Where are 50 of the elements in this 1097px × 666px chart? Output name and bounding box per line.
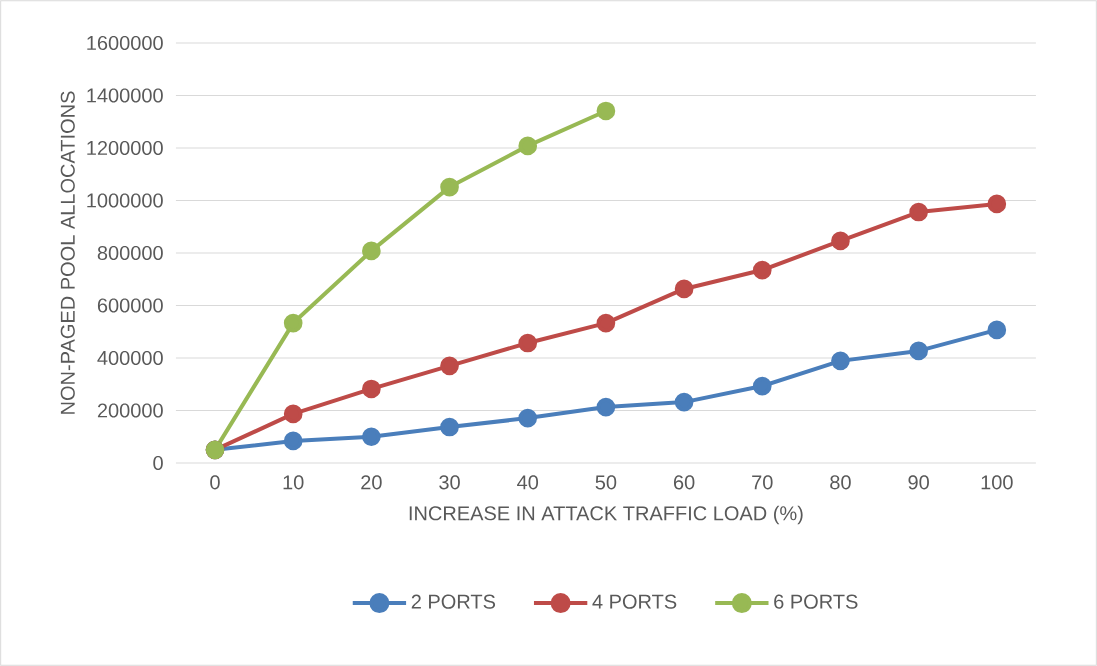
x-tick-label: 50 (595, 475, 617, 490)
y-axis-title: NON-PAGED POOL ALLOCATIONS (60, 91, 75, 414)
point (674, 392, 694, 412)
legend-label: 4 PORTS (592, 594, 677, 609)
x-tick-label: 70 (752, 475, 773, 490)
x-tick-label: 90 (908, 475, 929, 490)
y-tick-label: 1200000 (87, 140, 163, 156)
y-tick-label: 1000000 (87, 193, 163, 208)
point (362, 427, 381, 447)
point (596, 313, 616, 333)
point (909, 341, 928, 361)
point (362, 241, 381, 261)
x-tick-label: 20 (361, 475, 382, 490)
point (596, 397, 616, 417)
point (283, 431, 303, 451)
point (362, 379, 381, 399)
point (831, 231, 850, 251)
point (752, 260, 772, 280)
point (440, 177, 459, 197)
point (987, 194, 1007, 214)
point (283, 313, 303, 333)
legend-label: 6 PORTS (774, 594, 858, 609)
point (909, 202, 928, 222)
x-tick-label: 40 (517, 475, 539, 490)
y-tick-label: 800000 (97, 245, 163, 261)
point (440, 356, 459, 376)
point (987, 320, 1007, 340)
x-tick-label: 10 (283, 475, 304, 490)
y-tick-label: 200000 (97, 403, 163, 418)
point (752, 376, 772, 396)
x-axis-title: INCREASE IN ATTACK TRAFFIC LOAD (%) (409, 505, 803, 525)
y-tick-label: 400000 (97, 350, 163, 366)
x-tick-label: 0 (210, 475, 220, 490)
point (596, 101, 616, 121)
point (674, 279, 694, 299)
x-tick-label: 30 (439, 475, 460, 490)
y-tick-label: 1400000 (87, 88, 163, 103)
x-tick-label: 100 (981, 475, 1013, 490)
point (518, 333, 538, 353)
point (518, 408, 538, 428)
point (440, 417, 459, 437)
x-tick-label: 60 (673, 475, 695, 490)
legend-label: 2 PORTS (411, 594, 496, 609)
point (831, 351, 850, 371)
y-tick-label: 1600000 (87, 35, 163, 51)
point (518, 136, 538, 156)
x-tick-label: 80 (830, 475, 851, 490)
y-tick-label: 600000 (97, 298, 163, 313)
point (283, 404, 303, 424)
y-tick-label: 0 (153, 455, 163, 471)
